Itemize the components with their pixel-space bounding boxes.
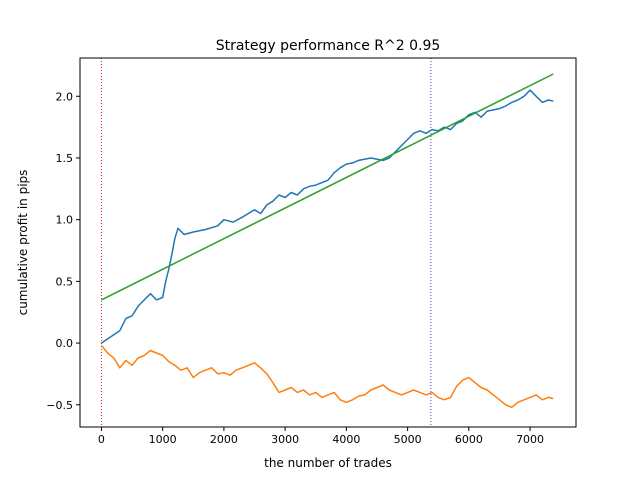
y-tick-label: −0.5 (46, 399, 73, 412)
series-layer (100, 58, 554, 427)
x-tick-label: 6000 (455, 433, 483, 446)
ticks-layer: 0 1000 2000 3000 4000 5000 6000 7000 −0.5 0.0 0.5 1… (46, 90, 544, 446)
secondary-series-line (100, 345, 554, 409)
x-tick-label: 5000 (394, 433, 422, 446)
y-axis-label: cumulative profit in pips (16, 170, 30, 316)
y-tick-label: 0.5 (56, 275, 74, 288)
plot-frame (79, 57, 577, 428)
x-tick-label: 4000 (332, 433, 360, 446)
x-tick-label: 1000 (149, 433, 177, 446)
y-tick-label: 1.0 (56, 214, 74, 227)
chart-title: Strategy performance R^2 0.95 (216, 38, 441, 54)
y-tick-label: 1.5 (56, 152, 74, 165)
y-tick-label: 0.0 (56, 337, 74, 350)
x-tick-label: 0 (98, 433, 105, 446)
x-tick-label: 7000 (516, 433, 544, 446)
x-tick-label: 3000 (271, 433, 299, 446)
x-tick-label: 2000 (210, 433, 238, 446)
y-tick-label: 2.0 (56, 90, 74, 103)
x-axis-label: the number of trades (264, 456, 392, 470)
trend-fit-line (101, 73, 554, 301)
cumulative-profit-line (100, 89, 554, 344)
